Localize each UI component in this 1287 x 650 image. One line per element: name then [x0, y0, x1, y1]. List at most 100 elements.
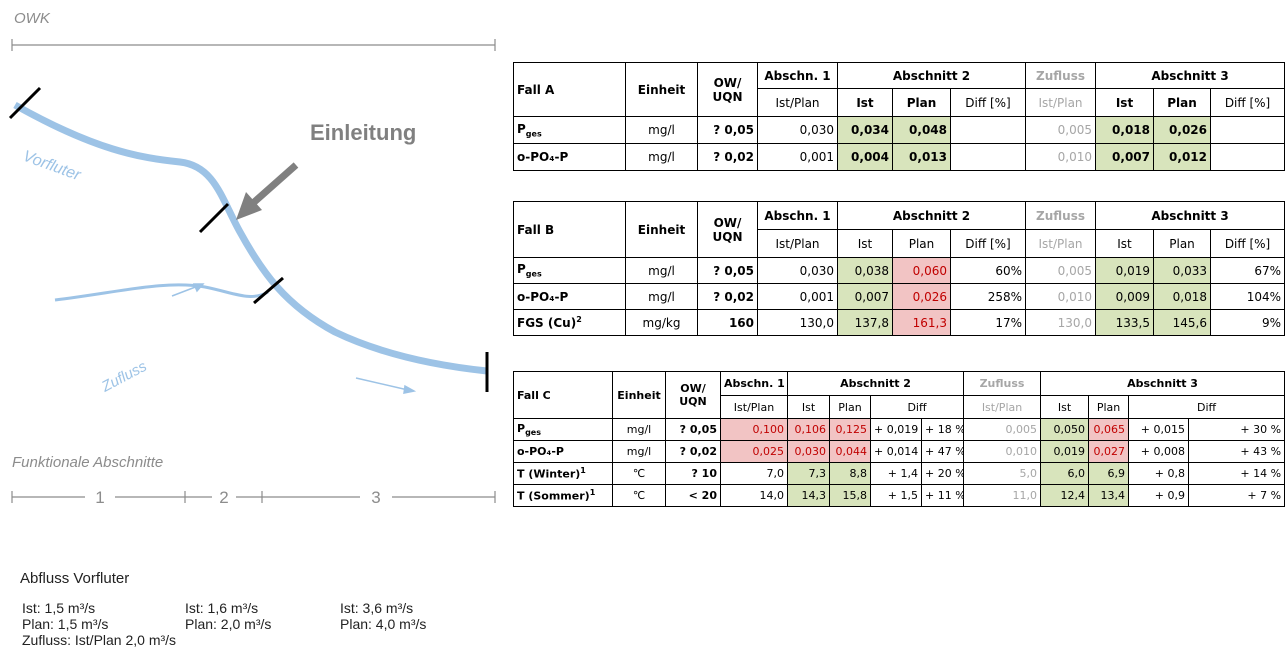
value-cell: 0,060 — [892, 257, 951, 284]
unit-cell: mg/l — [625, 257, 698, 284]
label-text: P — [517, 121, 526, 136]
unit-header: Einheit — [625, 201, 698, 258]
value-cell: 0,012 — [1153, 143, 1212, 171]
value-cell: + 30 % — [1188, 418, 1286, 441]
unit-cell: mg/l — [612, 418, 666, 441]
abfluss-zufluss: Zufluss: Ist/Plan 2,0 m³/s — [22, 632, 177, 648]
group-header: Zufluss — [963, 371, 1042, 396]
sub-header: Plan — [829, 395, 871, 419]
sub-header: Diff [%] — [949, 88, 1027, 117]
ow-label: OW/ — [713, 75, 742, 90]
zufluss-river — [54, 283, 269, 302]
group-header: Abschnitt 2 — [836, 201, 1027, 230]
value-cell: 137,8 — [837, 309, 893, 336]
value-cell: + 14 % — [1188, 462, 1286, 485]
value-cell: 0,019 — [1040, 440, 1090, 463]
value-cell: 11,0 — [963, 484, 1042, 507]
value-cell: 8,8 — [829, 462, 871, 485]
value-cell: < 20 — [665, 484, 721, 507]
value-cell: 161,3 — [892, 309, 951, 336]
empty-cell — [1210, 143, 1286, 171]
vorfluter-river — [13, 101, 488, 375]
value-cell: + 0,015 — [1128, 418, 1190, 441]
value-cell: 0,007 — [837, 283, 893, 310]
value-cell: 0,013 — [892, 143, 951, 171]
unit-cell: ℃ — [612, 484, 666, 507]
value-cell: 0,027 — [1088, 440, 1130, 463]
value-cell: 6,0 — [1040, 462, 1090, 485]
value-cell: 67% — [1210, 257, 1286, 284]
empty-cell — [1210, 116, 1286, 144]
ow-header: OW/UQN — [697, 62, 758, 117]
value-cell: 0,033 — [1153, 257, 1212, 284]
label-sub: ges — [525, 129, 542, 139]
row-label: o-PO₄-P — [513, 143, 626, 171]
value-cell: 0,030 — [757, 116, 838, 144]
vorfluter-label: Vorfluter — [21, 148, 84, 185]
abfluss-plan: Plan: 1,5 m³/s — [22, 616, 109, 632]
label-sub: ges — [525, 428, 541, 438]
sub-header: Plan — [1088, 395, 1130, 419]
value-cell: 0,018 — [1153, 283, 1212, 310]
unit-cell: mg/l — [625, 283, 698, 310]
label-sup: 2 — [576, 315, 582, 324]
value-cell: 7,0 — [720, 462, 788, 485]
group-header: Zufluss — [1025, 62, 1097, 89]
owk-label: OWK — [14, 10, 51, 27]
value-cell: ? 0,02 — [665, 440, 721, 463]
value-cell: ? 0,05 — [697, 257, 758, 284]
unit-cell: ℃ — [612, 462, 666, 485]
label-text: P — [517, 421, 526, 435]
abfluss-ist: Ist: 3,6 m³/s — [340, 600, 414, 616]
sub-header: Plan — [892, 229, 951, 258]
uqn-label: UQN — [712, 89, 743, 104]
value-cell: 5,0 — [963, 462, 1042, 485]
uqn-label: UQN — [679, 395, 707, 408]
section-number: 2 — [219, 488, 228, 507]
value-cell: 133,5 — [1095, 309, 1155, 336]
value-cell: + 20 % — [920, 462, 965, 485]
abfluss-plan: Plan: 2,0 m³/s — [185, 616, 272, 632]
ow-label: OW/ — [713, 215, 742, 230]
sub-header: Ist — [837, 229, 893, 258]
case-header: Fall B — [513, 201, 626, 258]
value-cell: 6,9 — [1088, 462, 1130, 485]
value-cell: + 43 % — [1188, 440, 1286, 463]
value-cell: + 1,4 — [870, 462, 922, 485]
section-scale — [11, 491, 496, 503]
value-cell: 160 — [697, 309, 758, 336]
row-label: o-PO₄-P — [513, 440, 613, 463]
value-cell: 130,0 — [1025, 309, 1097, 336]
value-cell: 0,106 — [787, 418, 830, 441]
value-cell: + 0,014 — [870, 440, 922, 463]
value-cell: 258% — [949, 283, 1027, 310]
sub-header: Ist/Plan — [963, 395, 1042, 419]
sub-header: Ist — [787, 395, 830, 419]
row-label: Pges — [513, 418, 613, 441]
group-header: Abschn. 1 — [757, 62, 838, 89]
label-text: o-PO₄-P — [517, 150, 569, 164]
value-cell: 0,048 — [892, 116, 951, 144]
value-cell: 0,005 — [1025, 116, 1097, 144]
value-cell: 145,6 — [1153, 309, 1212, 336]
value-cell: 0,050 — [1040, 418, 1090, 441]
section-number: 1 — [95, 488, 104, 507]
group-header: Abschnitt 3 — [1040, 371, 1286, 396]
row-label: FGS (Cu)2 — [513, 309, 626, 336]
sub-header: Plan — [1153, 88, 1212, 117]
value-cell: 0,004 — [837, 143, 893, 171]
row-label: T (Winter)1 — [513, 462, 613, 485]
row-label: o-PO₄-P — [513, 283, 626, 310]
einleitung-label: Einleitung — [310, 120, 416, 145]
label-sub: ges — [525, 269, 542, 279]
value-cell: 14,3 — [787, 484, 830, 507]
value-cell: 14,0 — [720, 484, 788, 507]
value-cell: 0,019 — [1095, 257, 1155, 284]
unit-cell: mg/l — [612, 440, 666, 463]
unit-cell: mg/l — [625, 116, 698, 144]
sub-header: Plan — [892, 88, 951, 117]
case-header: Fall A — [513, 62, 626, 117]
ow-header: OW/UQN — [665, 371, 721, 419]
group-header: Abschnitt 2 — [836, 62, 1027, 89]
